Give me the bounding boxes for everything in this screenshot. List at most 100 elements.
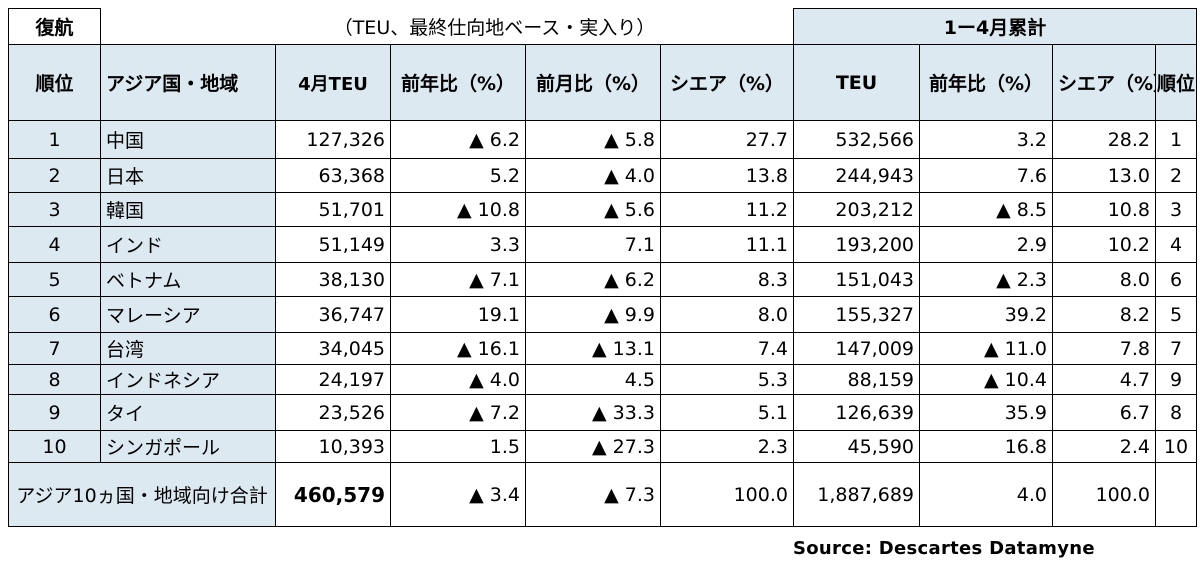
cell-share-cum: 10.2 <box>1052 226 1156 263</box>
cell-yoy: 5.2 <box>390 158 526 193</box>
total-label: アジア10ヵ国・地域向け合計 <box>8 462 276 527</box>
cell-rank: 9 <box>8 394 101 431</box>
cumulative-title: 1ー4月累計 <box>792 8 1198 45</box>
cell-rank-cum: 7 <box>1154 332 1198 365</box>
total-rank-cum-empty <box>1154 462 1198 527</box>
cell-rank-cum: 5 <box>1154 296 1198 333</box>
cell-rank-cum: 4 <box>1154 226 1198 263</box>
cell-share-cum: 6.7 <box>1052 394 1156 431</box>
cell-rank-cum: 6 <box>1154 262 1198 297</box>
cell-teu: 24,197 <box>275 364 391 395</box>
cell-region: ベトナム <box>100 262 276 297</box>
cell-rank-cum: 8 <box>1154 394 1198 431</box>
cell-mom: ▲ 9.9 <box>525 296 661 333</box>
cell-mom: ▲ 5.8 <box>525 120 661 159</box>
cell-rank: 4 <box>8 226 101 263</box>
unit-note: （TEU、最終仕向地ベース・実入り） <box>100 8 794 45</box>
header-rank-cum: 順位 <box>1154 44 1198 121</box>
cell-rank-cum: 1 <box>1154 120 1198 159</box>
header-row: 順位 アジア国・地域 4月TEU 前年比（%） 前月比（%） シエア（%） TE… <box>8 44 1198 121</box>
cell-rank: 6 <box>8 296 101 333</box>
cell-yoy-cum: 39.2 <box>919 296 1053 333</box>
cell-region: 中国 <box>100 120 276 159</box>
cell-mom: ▲ 13.1 <box>525 332 661 365</box>
cell-teu-cum: 88,159 <box>793 364 920 395</box>
cell-share-cum: 8.0 <box>1052 262 1156 297</box>
cell-teu-cum: 126,639 <box>793 394 920 431</box>
cell-mom: ▲ 4.0 <box>525 158 661 193</box>
table-row: 6 マレーシア 36,747 19.1 ▲ 9.9 8.0 155,327 39.2 8.2 5 <box>8 296 1198 333</box>
cell-teu: 23,526 <box>275 394 391 431</box>
table-row: 4 インド 51,149 3.3 7.1 11.1 193,200 2.9 10.2 4 <box>8 226 1198 263</box>
total-teu-cum: 1,887,689 <box>793 462 920 527</box>
cell-yoy-cum: 2.9 <box>919 226 1053 263</box>
table-body: 1 中国 127,326 ▲ 6.2 ▲ 5.8 27.7 532,566 3.2 28.2 1 2… <box>8 120 1198 463</box>
cell-rank: 5 <box>8 262 101 297</box>
cell-rank: 3 <box>8 192 101 227</box>
cell-yoy: ▲ 7.1 <box>390 262 526 297</box>
cell-yoy: ▲ 7.2 <box>390 394 526 431</box>
cell-yoy-cum: ▲ 10.4 <box>919 364 1053 395</box>
cell-rank: 1 <box>8 120 101 159</box>
total-row: アジア10ヵ国・地域向け合計 460,579 ▲ 3.4 ▲ 7.3 100.0… <box>8 462 1198 527</box>
cell-share: 5.1 <box>660 394 794 431</box>
cell-teu-cum: 147,009 <box>793 332 920 365</box>
header-yoy: 前年比（%） <box>390 44 526 121</box>
cell-teu-cum: 155,327 <box>793 296 920 333</box>
teu-table: 復航 （TEU、最終仕向地ベース・実入り） 1ー4月累計 順位 アジア国・地域 … <box>8 8 1198 527</box>
header-yoy-cum: 前年比（%） <box>919 44 1053 121</box>
cell-yoy-cum: 3.2 <box>919 120 1053 159</box>
cell-region: シンガポール <box>100 430 276 463</box>
cell-share: 11.1 <box>660 226 794 263</box>
cell-share: 5.3 <box>660 364 794 395</box>
cell-share-cum: 8.2 <box>1052 296 1156 333</box>
cell-region: インドネシア <box>100 364 276 395</box>
cell-teu: 34,045 <box>275 332 391 365</box>
cell-yoy-cum: 16.8 <box>919 430 1053 463</box>
cell-region: 韓国 <box>100 192 276 227</box>
cell-region: 台湾 <box>100 332 276 365</box>
cell-teu: 36,747 <box>275 296 391 333</box>
cell-teu-cum: 45,590 <box>793 430 920 463</box>
header-share-cum: シエア（%） <box>1052 44 1156 121</box>
cell-mom: ▲ 33.3 <box>525 394 661 431</box>
cell-yoy-cum: ▲ 11.0 <box>919 332 1053 365</box>
cell-yoy: ▲ 10.8 <box>390 192 526 227</box>
total-share-cum: 100.0 <box>1052 462 1156 527</box>
cell-share-cum: 13.0 <box>1052 158 1156 193</box>
cell-mom: 7.1 <box>525 226 661 263</box>
cell-share: 2.3 <box>660 430 794 463</box>
cell-share-cum: 28.2 <box>1052 120 1156 159</box>
cell-region: タイ <box>100 394 276 431</box>
cell-share: 7.4 <box>660 332 794 365</box>
cell-yoy-cum: ▲ 8.5 <box>919 192 1053 227</box>
cell-mom: ▲ 5.6 <box>525 192 661 227</box>
table-row: 1 中国 127,326 ▲ 6.2 ▲ 5.8 27.7 532,566 3.2 28.2 1 <box>8 120 1198 159</box>
cell-yoy: 3.3 <box>390 226 526 263</box>
header-mom: 前月比（%） <box>525 44 661 121</box>
cell-rank: 8 <box>8 364 101 395</box>
total-yoy-cum: 4.0 <box>919 462 1053 527</box>
cell-teu: 127,326 <box>275 120 391 159</box>
header-share: シエア（%） <box>660 44 794 121</box>
cell-share-cum: 7.8 <box>1052 332 1156 365</box>
cell-rank-cum: 9 <box>1154 364 1198 395</box>
cell-teu: 63,368 <box>275 158 391 193</box>
cell-rank: 2 <box>8 158 101 193</box>
cell-yoy: ▲ 6.2 <box>390 120 526 159</box>
cell-teu-cum: 244,943 <box>793 158 920 193</box>
cell-share-cum: 2.4 <box>1052 430 1156 463</box>
cell-teu-cum: 532,566 <box>793 120 920 159</box>
header-teu-apr: 4月TEU <box>275 44 391 121</box>
cell-share: 11.2 <box>660 192 794 227</box>
cell-share: 27.7 <box>660 120 794 159</box>
cell-yoy: ▲ 4.0 <box>390 364 526 395</box>
cell-rank: 10 <box>8 430 101 463</box>
cell-teu: 51,701 <box>275 192 391 227</box>
table-row: 8 インドネシア 24,197 ▲ 4.0 4.5 5.3 88,159 ▲ 10.4 4.7 9 <box>8 364 1198 395</box>
cell-yoy: 19.1 <box>390 296 526 333</box>
cell-rank-cum: 10 <box>1154 430 1198 463</box>
cell-share-cum: 4.7 <box>1052 364 1156 395</box>
cell-teu-cum: 193,200 <box>793 226 920 263</box>
cell-share: 13.8 <box>660 158 794 193</box>
